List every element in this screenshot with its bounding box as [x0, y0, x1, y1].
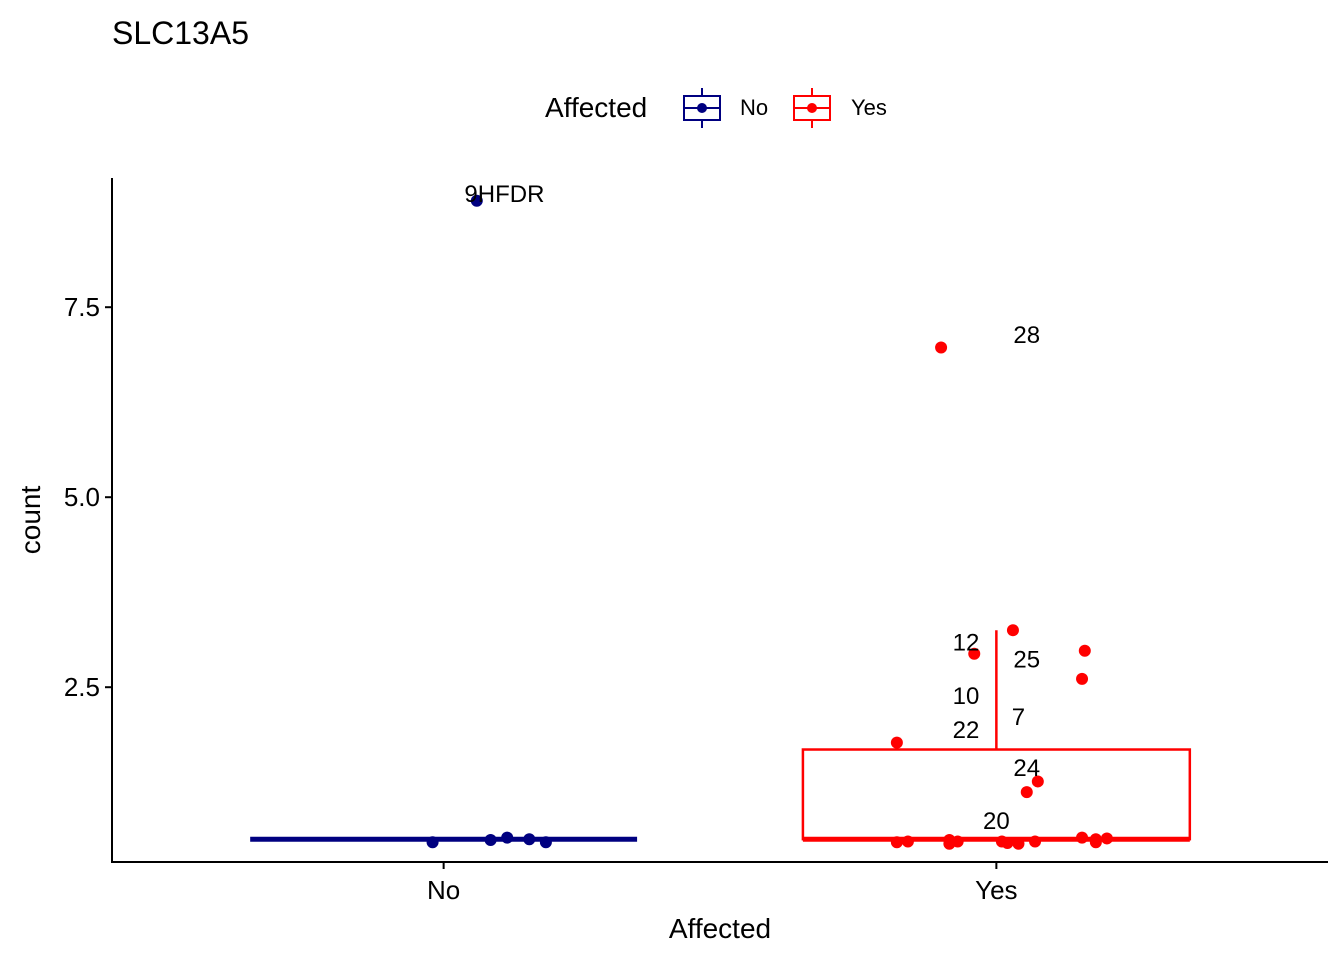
- data-point: [890, 736, 903, 749]
- legend-key-no: [683, 88, 721, 128]
- legend-key-point: [697, 103, 707, 113]
- legend-label: Yes: [851, 95, 887, 120]
- data-point: [890, 836, 903, 849]
- data-point: [1001, 837, 1014, 849]
- x-axis-title: Affected: [669, 913, 771, 944]
- data-point: [1076, 831, 1089, 844]
- data-point: [935, 341, 948, 354]
- y-tick-label: 7.5: [64, 292, 100, 322]
- point-label: 24: [1013, 755, 1040, 782]
- data-point: [951, 835, 964, 848]
- legend-label: No: [740, 95, 768, 120]
- point-label: 10: [953, 683, 980, 710]
- data-point: [539, 836, 552, 849]
- point-label: 9HFDR: [464, 181, 544, 208]
- y-axis-title: count: [15, 486, 46, 555]
- data-point: [1076, 672, 1089, 685]
- y-tick-label: 2.5: [64, 672, 100, 702]
- point-label: 28: [1013, 322, 1040, 349]
- data-point: [1012, 837, 1025, 850]
- data-point: [1031, 775, 1044, 788]
- x-tick-label: Yes: [975, 875, 1017, 905]
- chart-title: SLC13A5: [112, 15, 249, 51]
- data-point: [1029, 835, 1042, 848]
- data-point: [523, 833, 536, 846]
- point-label: 7: [1012, 704, 1025, 731]
- legend-key-point: [807, 103, 817, 113]
- data-point: [470, 194, 483, 207]
- data-point: [501, 831, 514, 844]
- point-label: 25: [1013, 646, 1040, 673]
- legend: Affected No Yes: [545, 88, 887, 128]
- data-point: [1078, 644, 1091, 657]
- data-point: [426, 836, 439, 849]
- data-point: [1006, 624, 1019, 637]
- data-point: [484, 833, 497, 846]
- x-tick-label: No: [427, 875, 460, 905]
- data-point: [901, 835, 914, 848]
- point-label: 20: [983, 808, 1010, 835]
- y-tick-label: 5.0: [64, 482, 100, 512]
- legend-key-yes: [793, 88, 831, 128]
- point-label: 12: [953, 630, 980, 657]
- data-point: [1089, 836, 1102, 849]
- point-label: 22: [953, 717, 980, 744]
- data-point: [1100, 832, 1113, 845]
- data-point: [968, 647, 981, 660]
- legend-title: Affected: [545, 92, 647, 123]
- data-point: [1020, 786, 1033, 799]
